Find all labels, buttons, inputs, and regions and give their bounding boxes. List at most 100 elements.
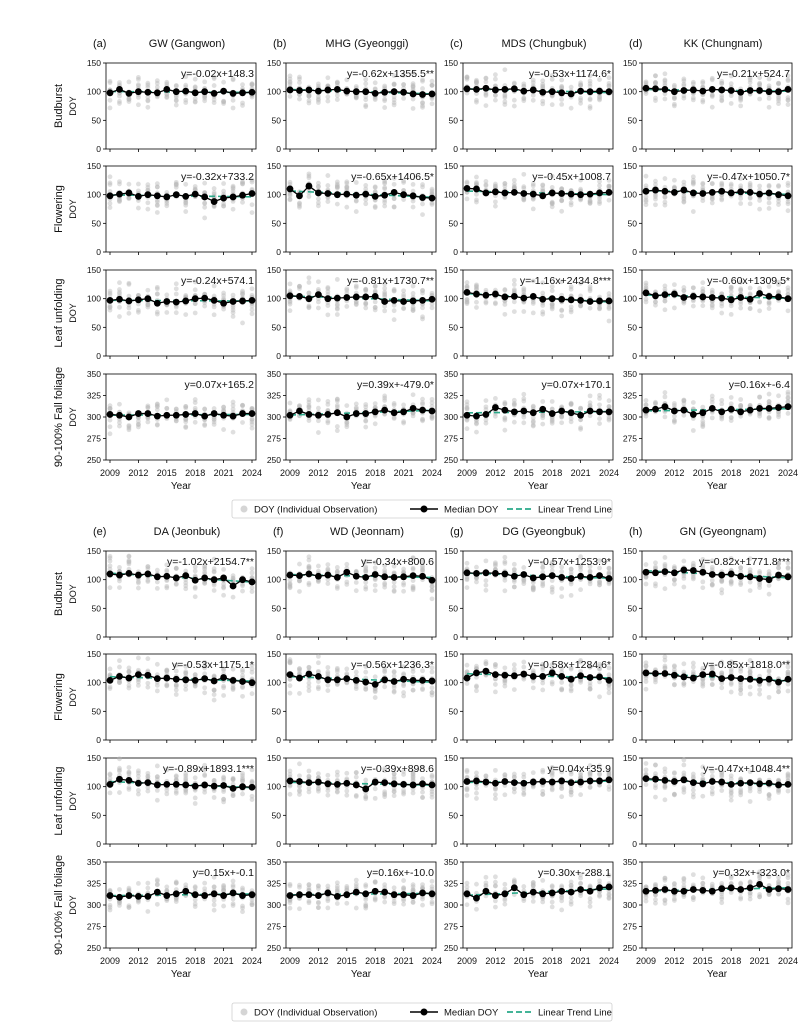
individual-observation-point (249, 570, 255, 576)
individual-observation-point (747, 201, 753, 207)
median-point (529, 86, 537, 94)
median-point (305, 182, 313, 190)
y-tick-label: 100 (623, 782, 637, 792)
individual-observation-point (568, 200, 574, 206)
median-point (737, 294, 745, 301)
y-tick-label: 150 (623, 265, 637, 275)
median-point (220, 674, 228, 681)
legend-trend-label: Linear Trend Line (538, 505, 612, 516)
median-point (182, 411, 190, 418)
x-axis-label: Year (707, 481, 728, 492)
individual-observation-point (107, 431, 113, 437)
individual-observation-point (776, 94, 781, 100)
median-point (343, 294, 351, 301)
median-point (400, 88, 407, 96)
median-point (428, 295, 436, 303)
individual-observation-point (578, 80, 583, 86)
median-point (737, 572, 745, 580)
individual-observation-point (530, 92, 536, 98)
y-tick-label: 50 (92, 115, 102, 125)
individual-observation-point (221, 799, 227, 805)
median-point (463, 778, 471, 785)
y-tick-label: 100 (87, 782, 101, 792)
individual-observation-point (401, 180, 406, 185)
individual-observation-point (420, 201, 425, 207)
legend: DOY (Individual Observation) Median DOY Li… (231, 499, 613, 519)
individual-observation-point (183, 202, 189, 208)
individual-observation-point (154, 181, 160, 187)
individual-observation-point (681, 584, 687, 590)
median-point (765, 675, 773, 683)
individual-observation-point (690, 669, 696, 675)
individual-observation-point (502, 559, 508, 565)
y-tick-label: 50 (449, 706, 459, 716)
y-tick-label: 150 (444, 753, 458, 763)
individual-observation-point (785, 73, 791, 79)
median-point (577, 411, 584, 419)
individual-observation-point (401, 178, 406, 184)
individual-observation-point (287, 197, 293, 203)
individual-observation-point (372, 786, 378, 792)
individual-observation-point (221, 203, 227, 209)
individual-observation-point (653, 581, 658, 587)
individual-observation-point (474, 785, 479, 791)
individual-observation-point (420, 86, 425, 91)
individual-observation-point (183, 100, 189, 106)
individual-observation-point (202, 94, 208, 100)
individual-observation-point (719, 98, 725, 104)
individual-observation-point (334, 667, 340, 673)
individual-observation-point (154, 78, 160, 84)
trend-equation: y=-0.02x+148.3 (181, 68, 254, 80)
individual-observation-point (549, 681, 555, 687)
individual-observation-point (107, 666, 113, 672)
median-point (296, 572, 303, 580)
individual-observation-point (316, 100, 321, 105)
median-point (381, 406, 389, 414)
median-point (567, 190, 575, 198)
y-tick-label: 0 (632, 144, 637, 154)
panel-title: DG (Gyeongbuk) (502, 526, 585, 538)
median-point (371, 192, 379, 200)
individual-observation-point (183, 424, 189, 430)
individual-observation-point (511, 287, 517, 292)
median-point (125, 89, 133, 97)
median-point (765, 405, 773, 412)
individual-observation-point (391, 196, 397, 201)
individual-observation-point (709, 94, 715, 99)
panel-letter: (a) (93, 38, 106, 50)
y-tick-label: 100 (87, 190, 101, 200)
median-point (548, 189, 556, 197)
individual-observation-point (334, 789, 340, 794)
individual-observation-point (559, 794, 565, 800)
individual-observation-point (117, 790, 122, 795)
individual-observation-point (502, 683, 508, 689)
individual-observation-point (709, 303, 715, 309)
median-point (605, 88, 613, 96)
individual-observation-point (709, 181, 715, 187)
median-point (220, 782, 228, 789)
individual-observation-point (334, 402, 340, 408)
individual-observation-point (530, 423, 536, 429)
individual-observation-point (464, 769, 470, 775)
individual-observation-point (117, 578, 122, 584)
individual-observation-point (391, 402, 397, 408)
individual-observation-point (316, 299, 321, 305)
individual-observation-point (353, 686, 359, 692)
individual-observation-point (672, 101, 677, 107)
individual-observation-point (643, 761, 649, 766)
individual-observation-point (173, 94, 179, 100)
y-tick-label: 350 (267, 369, 281, 379)
individual-observation-point (757, 173, 762, 179)
individual-observation-point (230, 76, 236, 82)
median-point (596, 189, 603, 197)
trend-equation: y=0.04x+35.9 (547, 763, 611, 775)
median-point (775, 293, 782, 301)
individual-observation-point (681, 680, 687, 686)
individual-observation-point (653, 192, 658, 198)
median-point (661, 670, 669, 677)
individual-observation-point (164, 91, 170, 97)
individual-observation-point (325, 75, 331, 81)
individual-observation-point (391, 196, 397, 202)
individual-observation-point (420, 396, 425, 402)
individual-observation-point (183, 74, 189, 80)
